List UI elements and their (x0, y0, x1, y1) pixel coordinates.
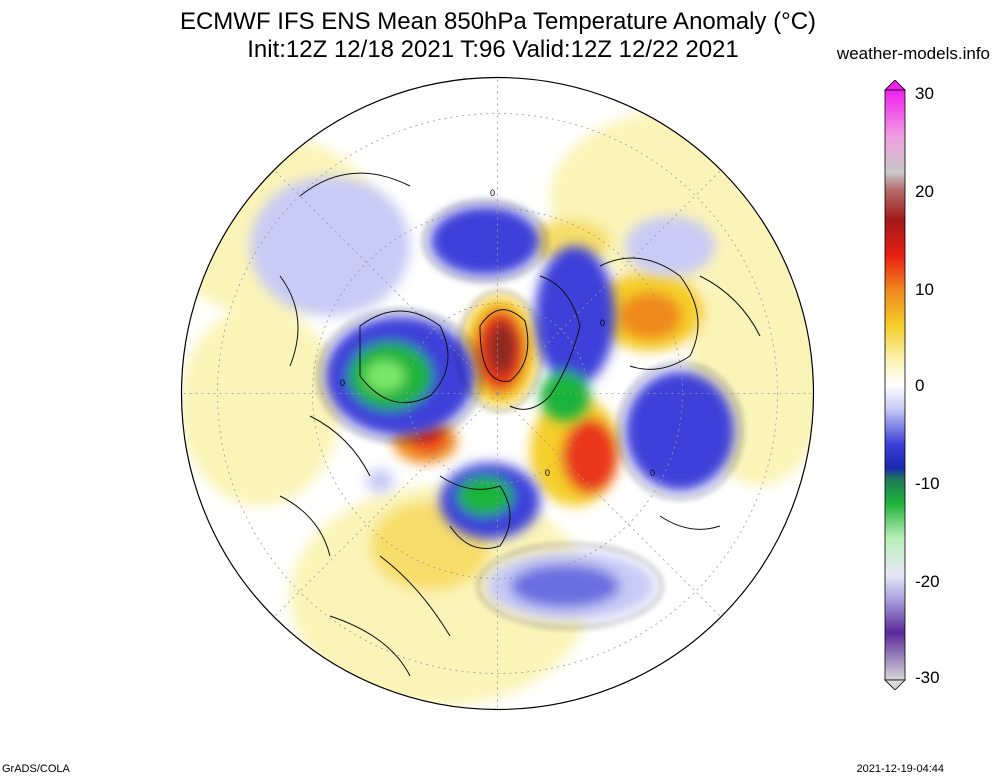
coastlines (279, 172, 761, 677)
colorbar-tick-label: 20 (915, 182, 934, 201)
software-credit: GrADS/COLA (2, 763, 70, 775)
source-credit: weather-models.info (836, 44, 990, 63)
colorbar-bottom-arrow (884, 679, 906, 690)
colorbar-scale (884, 89, 906, 681)
colorbar-tick-label: -20 (915, 572, 940, 591)
colorbar-tick-label: 10 (915, 280, 934, 299)
colorbar-tick-label: 30 (915, 84, 934, 103)
contour-label: 0 (340, 378, 345, 388)
colorbar-top-arrow (884, 80, 906, 91)
contour-label: 0 (490, 188, 495, 198)
graticule (181, 77, 814, 710)
map-title: ECMWF IFS ENS Mean 850hPa Temperature An… (179, 8, 817, 35)
map-boundary-circle (180, 76, 815, 711)
map-subtitle: Init:12Z 12/18 2021 T:96 Valid:12Z 12/22… (247, 36, 739, 63)
colorbar-tick-label: -30 (915, 668, 940, 687)
contour-label: 0 (600, 318, 605, 328)
colorbar-tick-label: -10 (915, 474, 940, 493)
contour-label: 0 (650, 468, 655, 478)
polar-map: 0 0 0 0 0 (180, 76, 815, 711)
contour-label: 0 (545, 468, 550, 478)
render-timestamp: 2021-12-19-04:44 (856, 763, 944, 775)
colorbar (884, 80, 906, 690)
zero-contour-lines (317, 200, 743, 629)
colorbar-tick-label: 0 (915, 376, 925, 395)
